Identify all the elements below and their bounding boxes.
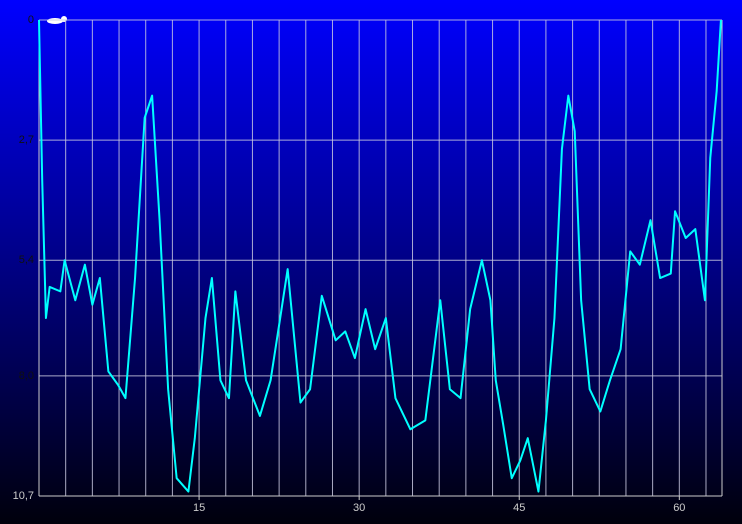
y-tick-label: 2,7 — [19, 134, 34, 146]
x-tick-label: 60 — [673, 502, 685, 514]
depth-line — [38, 19, 722, 493]
x-tick-label: 45 — [513, 502, 525, 514]
x-tick-label: 30 — [353, 502, 365, 514]
x-tick-label: 15 — [193, 502, 205, 514]
y-tick-label: 5,4 — [19, 254, 34, 266]
y-tick-label: 10,7 — [13, 490, 34, 502]
y-tick-label: 8,0 — [19, 370, 34, 382]
y-tick-label: 0 — [28, 14, 34, 26]
